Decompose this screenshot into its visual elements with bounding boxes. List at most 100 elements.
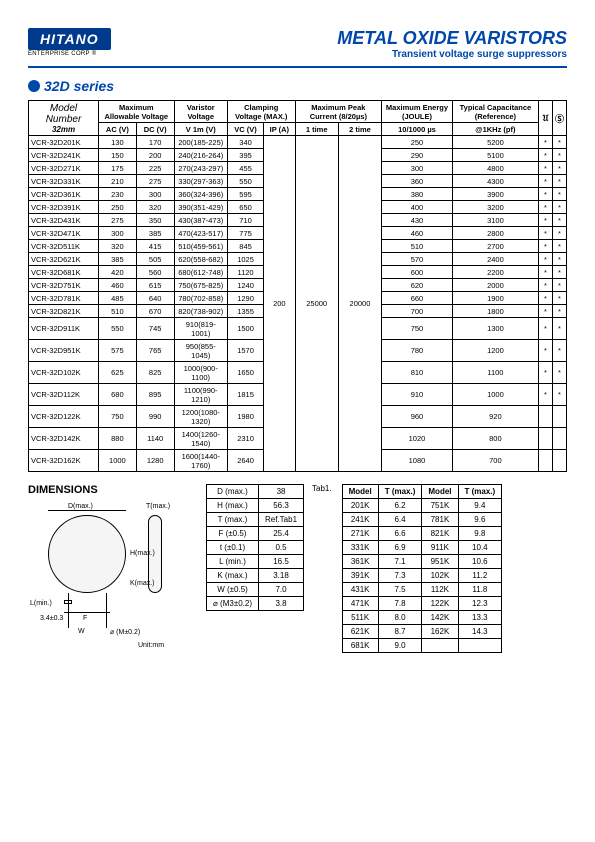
- table-cell: 360: [382, 175, 453, 188]
- table-cell: 150: [99, 149, 137, 162]
- table-cell: 2700: [452, 240, 538, 253]
- table-cell: 620(558-682): [174, 253, 227, 266]
- table-cell: 38: [259, 485, 304, 499]
- table-cell: 385: [99, 253, 137, 266]
- title-box: METAL OXIDE VARISTORS Transient voltage …: [337, 28, 567, 60]
- table-cell: 430(387-473): [174, 214, 227, 227]
- table-cell: t (±0.1): [207, 541, 259, 555]
- table-row: L (min.)16.5: [207, 555, 304, 569]
- table-cell: VCR-32D951K: [29, 340, 99, 362]
- table-cell: 391K: [342, 569, 378, 583]
- col-dc: DC (V): [136, 123, 174, 136]
- table-cell: 950(855-1045): [174, 340, 227, 362]
- table-cell: 112K: [422, 583, 458, 597]
- table-cell: 510: [382, 240, 453, 253]
- table-row: 471K7.8122K12.3: [342, 597, 502, 611]
- table-cell: *: [552, 362, 566, 384]
- table-cell: 390(351-429): [174, 201, 227, 214]
- table-cell: 625: [99, 362, 137, 384]
- table-cell: 290: [382, 149, 453, 162]
- table-cell: 225: [136, 162, 174, 175]
- table-cell: *: [552, 188, 566, 201]
- table-cell: 820(738-902): [174, 305, 227, 318]
- table-cell: 230: [99, 188, 137, 201]
- table-cell: 300: [136, 188, 174, 201]
- table-cell: VCR-32D621K: [29, 253, 99, 266]
- table-cell: 681K: [342, 639, 378, 653]
- table-row: 511K8.0142K13.3: [342, 611, 502, 625]
- table-row: 361K7.1951K10.6: [342, 555, 502, 569]
- table-cell: 13.3: [458, 611, 502, 625]
- table-cell: *: [552, 214, 566, 227]
- table-cell: [552, 450, 566, 472]
- table-cell: *: [552, 175, 566, 188]
- table-cell: 7.1: [378, 555, 422, 569]
- table-cell: *: [552, 136, 566, 149]
- table-cell: *: [538, 201, 552, 214]
- table-cell: *: [538, 175, 552, 188]
- table-cell: 210: [99, 175, 137, 188]
- table-cell: 4800: [452, 162, 538, 175]
- table-cell: 660: [382, 292, 453, 305]
- table-cell: 680: [99, 384, 137, 406]
- col-peak-current: Maximum Peak Current (8/20µs): [295, 101, 382, 123]
- table-cell: 20000: [338, 136, 381, 472]
- table-row: t (±0.1)0.5: [207, 541, 304, 555]
- table-cell: 175: [99, 162, 137, 175]
- table-cell: 9.4: [458, 499, 502, 513]
- table-cell: 821K: [422, 527, 458, 541]
- table-row: T (max.)Ref.Tab1: [207, 513, 304, 527]
- table-cell: 700: [452, 450, 538, 472]
- tol-label: 3.4±0.3: [40, 615, 63, 622]
- table-row: 201K6.2751K9.4: [342, 499, 502, 513]
- table-row: F (±0.5)25.4: [207, 527, 304, 541]
- table-cell: 2800: [452, 227, 538, 240]
- table-cell: 6.9: [378, 541, 422, 555]
- table-cell: 700: [382, 305, 453, 318]
- table-cell: *: [538, 362, 552, 384]
- bullet-icon: [28, 80, 40, 92]
- table-cell: 240(216-264): [174, 149, 227, 162]
- col-allowable-voltage: Maximum Allowable Voltage: [99, 101, 175, 123]
- table-header-row-1: Model Number32mm Maximum Allowable Volta…: [29, 101, 567, 123]
- table-cell: 7.5: [378, 583, 422, 597]
- table-cell: 415: [136, 240, 174, 253]
- table-cell: 1900: [452, 292, 538, 305]
- page-header: HITANO ENTERPRISE CORP ® METAL OXIDE VAR…: [28, 28, 567, 60]
- table-cell: VCR-32D331K: [29, 175, 99, 188]
- series-heading: 32D series: [28, 78, 567, 94]
- d-label: D(max.): [68, 503, 93, 510]
- table-cell: *: [538, 305, 552, 318]
- table-row: K (max.)3.18: [207, 569, 304, 583]
- table-header-row-2: AC (V) DC (V) V 1m (V) VC (V) IP (A) 1 t…: [29, 123, 567, 136]
- table-cell: 25000: [295, 136, 338, 472]
- col-capacitance: Typical Capacitance (Reference): [452, 101, 538, 123]
- f-label: F: [83, 615, 87, 622]
- table-cell: 455: [227, 162, 263, 175]
- table-cell: 990: [136, 406, 174, 428]
- table-cell: 3900: [452, 188, 538, 201]
- table-cell: 3100: [452, 214, 538, 227]
- table-cell: 650: [227, 201, 263, 214]
- table-cell: 320: [99, 240, 137, 253]
- table-cell: 600: [382, 266, 453, 279]
- table-cell: 780: [382, 340, 453, 362]
- table-cell: VCR-32D361K: [29, 188, 99, 201]
- table-cell: 2400: [452, 253, 538, 266]
- col-energy: Maximum Energy (JOULE): [382, 101, 453, 123]
- table-cell: 7.0: [259, 583, 304, 597]
- tab1-table: ModelT (max.)ModelT (max.)201K6.2751K9.4…: [342, 484, 503, 653]
- table-row: D (max.)38: [207, 485, 304, 499]
- table-cell: VCR-32D241K: [29, 149, 99, 162]
- table-cell: 360(324-396): [174, 188, 227, 201]
- table-cell: 1000(900-1100): [174, 362, 227, 384]
- table-cell: 2200: [452, 266, 538, 279]
- table-cell: 200(185-225): [174, 136, 227, 149]
- table-cell: *: [538, 292, 552, 305]
- table-cell: 615: [136, 279, 174, 292]
- table-cell: 14.3: [458, 625, 502, 639]
- table-cell: *: [552, 266, 566, 279]
- table-cell: *: [538, 214, 552, 227]
- series-name: 32D series: [44, 78, 114, 94]
- table-cell: 340: [227, 136, 263, 149]
